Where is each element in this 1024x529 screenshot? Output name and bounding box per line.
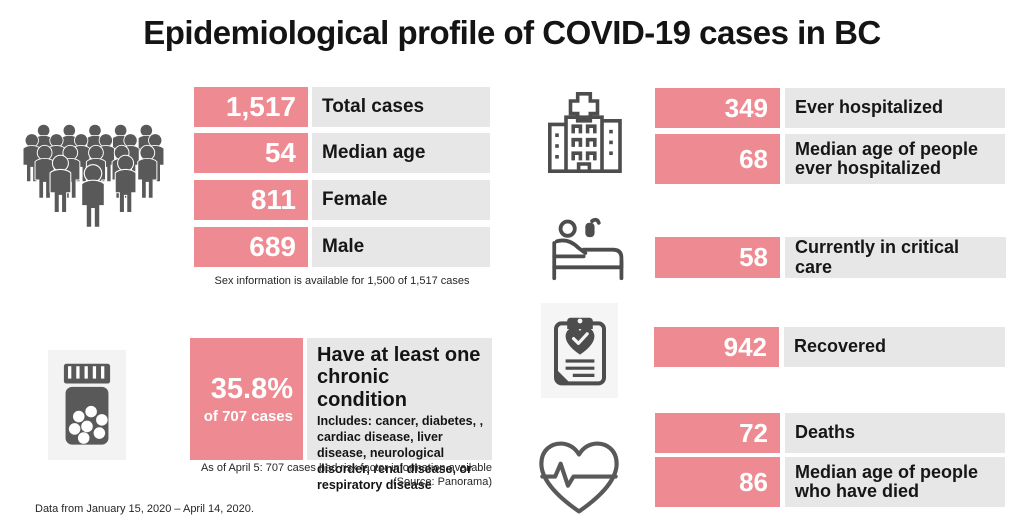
stat-value: 1,517: [194, 87, 308, 127]
stat-value: 54: [194, 133, 308, 173]
chronic-condition-label-block: Have at least one chronic condition Incl…: [307, 338, 492, 492]
stat-label: Deaths: [785, 413, 1005, 453]
chronic-denominator: of 707 cases: [203, 408, 293, 425]
sex-information-note: Sex information is available for 1,500 o…: [214, 275, 470, 287]
chronic-condition-value-block: 35.8% of 707 cases: [190, 338, 303, 460]
stat-row-female: 811 Female: [194, 180, 490, 220]
stat-label: Ever hospitalized: [785, 88, 1005, 128]
stat-row-recovered: 942 Recovered: [654, 327, 1005, 367]
stat-label: Median age: [312, 133, 490, 173]
stat-row-median-age-died: 86 Median age of people who have died: [655, 457, 1005, 507]
stat-row-ever-hospitalized: 349 Ever hospitalized: [655, 88, 1005, 128]
pill-bottle-icon: [63, 363, 111, 445]
crowd-icon: [22, 123, 165, 228]
stat-value: 68: [655, 134, 780, 184]
stat-value: 689: [194, 227, 308, 267]
medical-chart-icon-background: [541, 303, 618, 398]
stat-row-median-age-hospitalized: 68 Median age of people ever hospitalize…: [655, 134, 1005, 184]
stat-label: Median age of people ever hospitalized: [785, 134, 1005, 184]
stat-label: Male: [312, 227, 490, 267]
stat-row-male: 689 Male: [194, 227, 490, 267]
hospital-icon: [548, 92, 622, 173]
stat-row-median-age: 54 Median age: [194, 133, 490, 173]
risk-factor-note: As of April 5: 707 cases had risk factor…: [182, 462, 492, 490]
chronic-heading: Have at least one chronic condition: [317, 344, 481, 411]
stat-label: Currently in critical care: [785, 237, 1006, 278]
stat-value: 58: [655, 237, 780, 278]
stat-row-deaths: 72 Deaths: [655, 413, 1005, 453]
risk-factor-note-line2: (Source: Panorama): [392, 475, 492, 488]
patient-bed-icon: [552, 217, 624, 281]
heart-pulse-icon: [539, 441, 619, 514]
stat-label: Median age of people who have died: [785, 457, 1005, 507]
stat-label: Female: [312, 180, 490, 220]
stat-value: 942: [654, 327, 779, 367]
pill-bottle-icon-background: [48, 350, 126, 460]
chronic-details: Includes: cancer, diabetes, , cardiac di…: [317, 414, 484, 493]
page-title: Epidemiological profile of COVID-19 case…: [143, 14, 881, 51]
stat-row-total-cases: 1,517 Total cases: [194, 87, 490, 127]
stat-label: Recovered: [784, 327, 1005, 367]
chronic-percentage: 35.8%: [210, 373, 293, 405]
stat-value: 811: [194, 180, 308, 220]
stat-value: 349: [655, 88, 780, 128]
risk-factor-note-line1: As of April 5: 707 cases had risk factor…: [200, 462, 492, 474]
medical-chart-icon: [553, 317, 606, 385]
stat-label: Total cases: [312, 87, 490, 127]
stat-row-critical-care: 58 Currently in critical care: [655, 237, 1006, 278]
date-range-footer: Data from January 15, 2020 – April 14, 2…: [35, 503, 254, 515]
stat-value: 86: [655, 457, 780, 507]
stat-value: 72: [655, 413, 780, 453]
